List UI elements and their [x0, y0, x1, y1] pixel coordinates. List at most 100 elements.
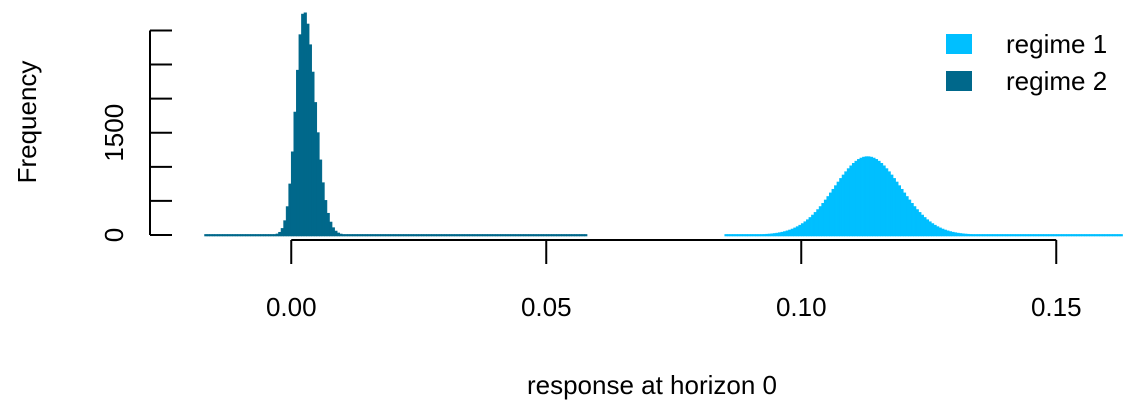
- histogram-bar-series-1: [872, 157, 876, 237]
- histogram-bar-series-2: [306, 23, 310, 237]
- histogram-bar-series-2: [413, 234, 417, 237]
- histogram-bar-series-2: [484, 234, 488, 237]
- histogram-bar-series-1: [1050, 234, 1055, 237]
- histogram-bar-series-2: [398, 234, 402, 237]
- histogram-bar-series-1: [744, 234, 749, 237]
- histogram-bar-series-2: [566, 234, 570, 237]
- histogram-bar-series-2: [293, 111, 297, 237]
- histogram-bar-series-2: [545, 234, 550, 237]
- histogram-bar-series-2: [410, 234, 414, 237]
- histogram-bar-series-1: [976, 234, 981, 237]
- histogram-bar-series-2: [502, 234, 506, 237]
- histogram-bar-series-2: [530, 234, 534, 237]
- histogram-bar-series-2: [364, 234, 369, 237]
- histogram-bar-series-1: [803, 221, 807, 237]
- x-tick-label: 0.10: [776, 292, 827, 322]
- histogram-bar-series-1: [895, 181, 899, 237]
- histogram-bar-series-2: [522, 234, 527, 237]
- histogram-bar-series-2: [313, 102, 318, 237]
- histogram-bar-series-1: [1081, 234, 1085, 237]
- histogram-bar-series-2: [505, 234, 509, 237]
- histogram-bar-series-1: [777, 232, 782, 237]
- histogram-bar-series-2: [423, 234, 427, 237]
- histogram-bar-series-1: [1071, 234, 1075, 237]
- histogram-bar-series-1: [1002, 234, 1006, 237]
- histogram-bar-series-1: [749, 234, 754, 237]
- histogram-bar-series-1: [874, 159, 879, 237]
- histogram-bar-series-1: [956, 232, 960, 237]
- histogram-bar-series-1: [816, 209, 820, 237]
- histogram-bar-series-2: [436, 234, 440, 237]
- histogram-bar-series-2: [461, 234, 465, 237]
- histogram-bar-series-2: [533, 234, 537, 237]
- histogram-bar-series-2: [540, 234, 545, 237]
- y-axis: 0 1500: [99, 29, 172, 242]
- histogram-bar-series-2: [372, 234, 376, 237]
- histogram-bar-series-1: [783, 231, 787, 237]
- histogram-bar-series-1: [828, 192, 833, 237]
- x-tick-label: 0.00: [266, 292, 317, 322]
- histogram-bar-series-1: [747, 234, 751, 237]
- histogram-bar-series-2: [301, 13, 305, 237]
- histogram-bar-series-2: [543, 234, 547, 237]
- histogram-bar-series-2: [290, 151, 295, 237]
- histogram-bar-series-1: [854, 160, 858, 237]
- histogram-bar-series-1: [806, 219, 810, 237]
- histogram-bar-series-2: [405, 234, 409, 237]
- histogram-bar-series-2: [298, 34, 302, 237]
- histogram-bar-series-1: [877, 160, 881, 237]
- histogram-bar-series-1: [979, 234, 983, 237]
- histogram-bar-series-1: [864, 156, 868, 237]
- histogram-bar-series-1: [795, 226, 800, 237]
- histogram-bar-series-2: [275, 233, 279, 237]
- histogram-bar-series-1: [734, 234, 738, 237]
- histogram-bar-series-1: [1025, 234, 1029, 237]
- histogram-bar-series-2: [441, 234, 445, 237]
- histogram-bar-series-1: [997, 234, 1001, 237]
- histogram-bar-series-2: [242, 234, 246, 237]
- histogram-bar-series-2: [392, 234, 397, 237]
- histogram-bar-series-1: [908, 199, 912, 237]
- histogram-bar-series-1: [1109, 234, 1113, 237]
- histogram-bar-series-1: [905, 196, 909, 237]
- histogram-bar-series-2: [428, 234, 432, 237]
- histogram-bar-series-1: [867, 156, 871, 237]
- histogram-bar-series-1: [859, 157, 863, 237]
- histogram-bar-series-1: [831, 188, 835, 237]
- histogram-bar-series-1: [887, 171, 891, 237]
- histogram-bar-series-2: [479, 234, 483, 237]
- histogram-bar-series-1: [1045, 234, 1049, 237]
- histogram-bar-series-1: [785, 230, 789, 237]
- histogram-bar-series-1: [760, 234, 764, 237]
- histogram-bar-series-1: [1043, 234, 1047, 237]
- histogram-bar-series-1: [966, 233, 970, 237]
- histogram-bar-series-1: [897, 185, 902, 237]
- histogram-bar-series-2: [341, 234, 346, 237]
- histogram-bar-series-1: [951, 231, 955, 237]
- histogram-bar-series-1: [941, 228, 945, 237]
- histogram-bar-series-2: [579, 234, 583, 237]
- histogram-bar-series-2: [477, 234, 481, 237]
- histogram-bar-series-2: [234, 234, 238, 237]
- histogram-bar-series-2: [507, 234, 511, 237]
- series-regime-2-bars: [204, 12, 588, 237]
- legend-swatch-regime-2: [946, 71, 972, 91]
- histogram-bar-series-1: [923, 217, 927, 237]
- histogram-bar-series-1: [818, 206, 822, 237]
- histogram-bar-series-2: [471, 234, 476, 237]
- histogram-bar-series-2: [433, 234, 437, 237]
- histogram-bar-series-1: [969, 234, 973, 237]
- histogram-bar-series-2: [237, 234, 241, 237]
- histogram-bar-series-1: [879, 163, 884, 237]
- histogram-bar-series-1: [1073, 234, 1077, 237]
- histogram-bar-series-1: [839, 178, 843, 237]
- histogram-bar-series-1: [902, 192, 907, 237]
- histogram-bar-series-2: [354, 234, 358, 237]
- histogram-bar-series-1: [981, 234, 986, 237]
- histogram-bar-series-1: [765, 233, 769, 237]
- histogram-bar-series-2: [247, 234, 251, 237]
- histogram-bar-series-1: [826, 196, 830, 237]
- legend-label-regime-1: regime 1: [1006, 29, 1107, 59]
- histogram-bar-series-2: [285, 206, 289, 237]
- histogram-bar-series-2: [377, 234, 381, 237]
